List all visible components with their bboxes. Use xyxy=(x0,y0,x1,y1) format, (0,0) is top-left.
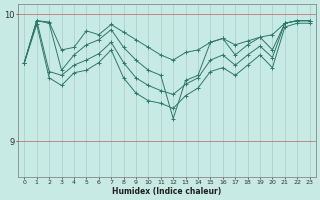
X-axis label: Humidex (Indice chaleur): Humidex (Indice chaleur) xyxy=(112,187,222,196)
